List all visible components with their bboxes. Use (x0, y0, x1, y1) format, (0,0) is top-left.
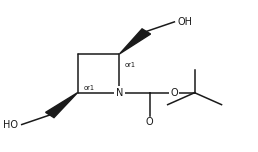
Polygon shape (120, 29, 151, 54)
Text: HO: HO (3, 120, 18, 130)
Text: O: O (146, 117, 154, 127)
Polygon shape (46, 93, 78, 118)
Text: N: N (116, 88, 123, 98)
Text: or1: or1 (125, 62, 136, 68)
Text: OH: OH (178, 17, 193, 27)
Text: O: O (171, 88, 178, 98)
Text: or1: or1 (83, 85, 94, 91)
